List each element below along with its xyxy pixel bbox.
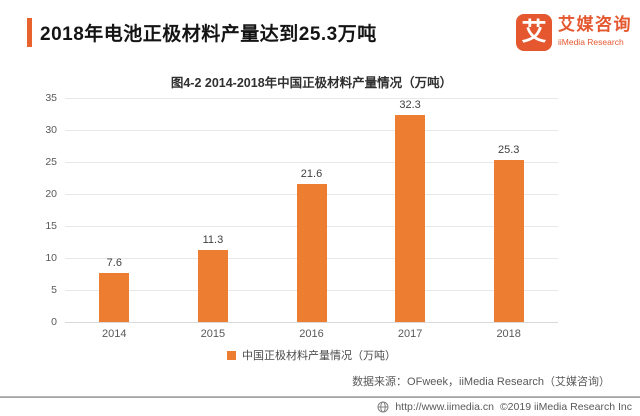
- bar-value-label: 11.3: [202, 233, 224, 246]
- gridline: [65, 162, 558, 163]
- bar-2014: [99, 273, 130, 322]
- footer-divider: [0, 396, 640, 398]
- bar-value-label: 7.6: [106, 257, 122, 270]
- gridline: [65, 98, 558, 99]
- gridline: [65, 322, 558, 323]
- y-tick-label: 25: [45, 156, 57, 168]
- bar-2015: [197, 249, 228, 322]
- logo-name-cn: 艾媒咨询: [558, 15, 632, 34]
- logo-name-en: iiMedia Research: [558, 36, 624, 47]
- footer: http://www.iimedia.cn ©2019 iiMedia Rese…: [377, 401, 632, 413]
- globe-icon: [377, 401, 389, 413]
- y-tick-label: 5: [51, 284, 57, 296]
- bar-value-label: 32.3: [399, 99, 421, 112]
- x-tick-label: 2014: [102, 328, 127, 340]
- iimedia-logo-icon: 艾: [516, 14, 552, 51]
- iimedia-logo-text: 艾媒咨询 iiMedia Research: [558, 14, 632, 47]
- x-tick-label: 2015: [200, 328, 226, 340]
- gridline: [65, 130, 558, 131]
- y-tick-label: 35: [45, 92, 57, 104]
- y-tick-label: 30: [45, 124, 57, 136]
- plot-area: 7.6 11.3 21.6 32.3 25.3: [65, 98, 558, 323]
- chart-legend: 中国正极材料产量情况（万吨）: [65, 347, 558, 363]
- y-tick-label: 10: [45, 252, 57, 264]
- bar-2018: [493, 160, 524, 322]
- y-tick-label: 15: [45, 220, 57, 232]
- bar-2017: [395, 115, 426, 322]
- legend-label: 中国正极材料产量情况（万吨）: [242, 350, 396, 362]
- x-tick-label: 2017: [397, 328, 423, 340]
- y-tick-label: 20: [45, 188, 57, 200]
- source-note: 数据来源：OFweek，iiMedia Research（艾媒咨询）: [352, 376, 610, 388]
- y-tick-label: 0: [51, 316, 57, 328]
- footer-copyright: ©2019 iiMedia Research Inc: [499, 401, 632, 413]
- footer-url[interactable]: http://www.iimedia.cn: [395, 401, 494, 413]
- bar-value-label: 21.6: [300, 167, 323, 180]
- legend-swatch: [227, 350, 236, 360]
- x-tick-label: 2018: [496, 328, 521, 340]
- iimedia-logo: 艾 艾媒咨询 iiMedia Research: [516, 14, 632, 51]
- chart-title: 图4-2 2014-2018年中国正极材料产量情况（万吨）: [170, 76, 453, 90]
- header-accent-bar: [27, 18, 32, 47]
- bar-value-label: 25.3: [497, 144, 520, 157]
- page-title: 2018年电池正极材料产量达到25.3万吨: [40, 24, 377, 45]
- x-tick-label: 2016: [299, 328, 324, 340]
- bar-2016: [296, 183, 327, 322]
